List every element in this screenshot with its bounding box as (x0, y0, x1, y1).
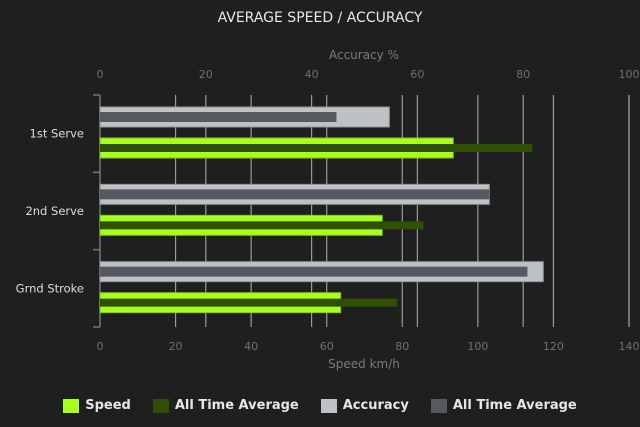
bar-speed-average (100, 298, 398, 307)
legend-label: Speed (85, 398, 131, 413)
bottom-tick-label: 80 (395, 340, 409, 353)
legend-item-accuracy[interactable]: Accuracy (320, 398, 409, 413)
category-label: 2nd Serve (25, 204, 84, 218)
bar-accuracy-average (100, 189, 490, 200)
bar-accuracy-average (100, 266, 528, 277)
top-tick-label: 100 (619, 68, 640, 81)
bottom-tick-label: 100 (467, 340, 488, 353)
top-tick-label: 60 (410, 68, 424, 81)
bar-speed-average (100, 144, 533, 152)
legend: Speed All Time Average Accuracy All Time… (0, 398, 640, 413)
bottom-tick-label: 40 (244, 340, 258, 353)
legend-item-speed[interactable]: Speed (63, 398, 131, 413)
bar-speed-average (100, 221, 424, 230)
bottom-tick-label: 140 (619, 340, 640, 353)
bottom-tick-label: 20 (169, 340, 183, 353)
legend-swatch (63, 398, 80, 413)
category-label: Grnd Stroke (16, 281, 84, 295)
bottom-axis-label: Speed km/h (328, 357, 400, 371)
top-tick-label: 80 (516, 68, 530, 81)
legend-item-speed-average[interactable]: All Time Average (152, 398, 299, 413)
top-axis-label: Accuracy % (329, 48, 399, 62)
top-tick-label: 20 (199, 68, 213, 81)
legend-swatch (152, 398, 169, 413)
top-tick-label: 40 (305, 68, 319, 81)
category-label: 1st Serve (30, 127, 84, 141)
bottom-tick-label: 60 (320, 340, 334, 353)
legend-item-accuracy-average[interactable]: All Time Average (430, 398, 577, 413)
legend-label: All Time Average (452, 398, 577, 413)
legend-label: All Time Average (174, 398, 299, 413)
legend-swatch (430, 398, 447, 413)
top-tick-label: 0 (97, 68, 104, 81)
legend-swatch (320, 398, 337, 413)
bottom-tick-label: 0 (97, 340, 104, 353)
bottom-tick-label: 120 (543, 340, 564, 353)
chart-title: AVERAGE SPEED / ACCURACY (218, 10, 423, 26)
legend-label: Accuracy (342, 398, 409, 413)
bar-accuracy-average (100, 112, 337, 122)
